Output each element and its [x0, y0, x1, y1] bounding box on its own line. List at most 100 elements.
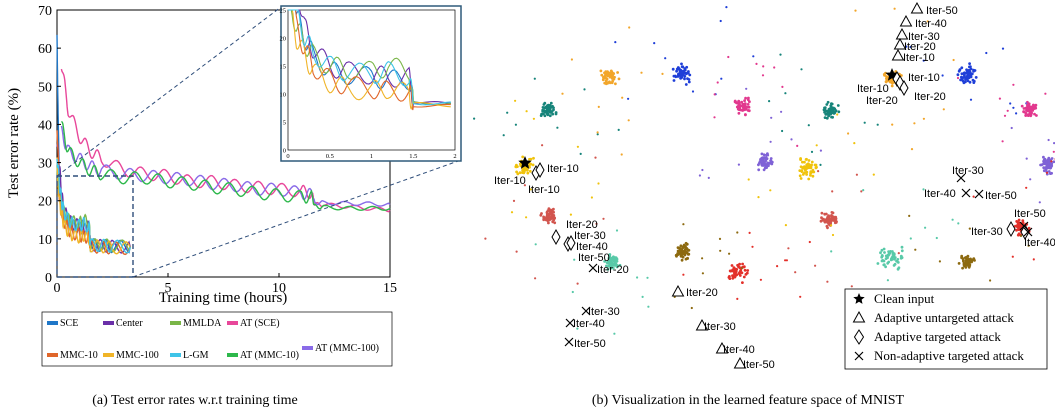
feature-point-scatter: [872, 173, 875, 176]
feature-point: [896, 258, 900, 261]
feature-point-scatter: [1047, 138, 1050, 142]
feature-point-scatter: [847, 132, 850, 135]
feature-point-scatter: [713, 93, 716, 96]
feature-point-scatter: [590, 196, 594, 199]
adaptive-untargeted-marker: [910, 1, 924, 14]
iter-label: Iter-30: [908, 31, 940, 43]
feature-point: [757, 168, 761, 172]
feature-point: [897, 266, 901, 270]
feature-point-scatter: [860, 190, 863, 193]
feature-point-scatter: [640, 71, 643, 74]
feature-point: [962, 75, 966, 79]
iter-label: Iter-20: [566, 219, 598, 231]
feature-point: [769, 157, 773, 160]
feature-point-scatter: [922, 117, 926, 120]
panel-a: 0 10 20 30 40 50 60 70 0 5 10 15 0 5 10 15 20 25 0 0.5 1 1.…: [6, 4, 462, 408]
feature-point-scatter: [628, 26, 631, 29]
feature-point-scatter: [701, 168, 704, 172]
feature-point-scatter: [613, 332, 616, 335]
feature-point: [798, 174, 802, 178]
legend-label: SCE: [60, 318, 78, 329]
feature-point: [811, 174, 815, 178]
feature-point-scatter: [725, 6, 728, 9]
iter-label: Iter-40: [915, 18, 947, 30]
feature-point: [1029, 111, 1033, 115]
feature-point: [1027, 226, 1031, 230]
feature-point-scatter: [1011, 255, 1014, 258]
feature-point-scatter: [1003, 114, 1007, 117]
iter-label: Iter-40: [576, 241, 608, 253]
feature-point: [549, 101, 553, 105]
feature-point-scatter: [664, 57, 667, 60]
adaptive-targeted-marker: [899, 79, 909, 97]
feature-point: [678, 69, 682, 72]
feature-point: [687, 70, 690, 73]
feature-point-scatter: [1006, 109, 1009, 112]
feature-point-scatter: [810, 150, 814, 153]
feature-point: [682, 243, 686, 247]
series-line-l-gm: [56, 158, 131, 254]
iter-label: Iter-30: [574, 230, 606, 242]
feature-point-scatter: [779, 53, 782, 56]
feature-point: [600, 73, 604, 77]
feature-point-scatter: [914, 248, 917, 251]
feature-point: [804, 158, 808, 161]
feature-point: [746, 269, 750, 272]
feature-point: [884, 80, 888, 83]
feature-point: [522, 168, 525, 172]
feature-point: [605, 79, 608, 83]
feature-point: [807, 159, 811, 162]
caption-a: (a) Test error rates w.r.t training time: [92, 393, 297, 408]
feature-point: [960, 72, 964, 76]
feature-point: [616, 71, 619, 74]
feature-point: [730, 264, 734, 267]
feature-point-scatter: [773, 66, 776, 69]
feature-point: [1029, 108, 1033, 111]
feature-point: [1048, 164, 1052, 168]
feature-point: [1043, 157, 1047, 161]
inset-y-tick-label: 25: [280, 8, 287, 15]
feature-point: [799, 158, 802, 162]
feature-point: [968, 264, 972, 268]
feature-point-scatter: [819, 163, 822, 166]
feature-point: [1015, 228, 1018, 232]
feature-point: [612, 255, 615, 259]
feature-point: [820, 211, 824, 215]
feature-point: [957, 69, 961, 73]
feature-point-scatter: [972, 195, 975, 198]
feature-point-scatter: [1044, 92, 1047, 95]
feature-point: [967, 75, 971, 79]
legend-b: Clean input Adaptive untargeted attack Ada…: [844, 288, 1048, 370]
feature-point: [681, 65, 685, 69]
feature-point: [1032, 104, 1035, 108]
feature-point: [890, 78, 894, 82]
feature-point-scatter: [1012, 83, 1015, 86]
legend-triangle-icon: [852, 310, 866, 323]
feature-point-scatter: [596, 133, 599, 136]
feature-point: [961, 266, 964, 270]
feature-point: [896, 261, 900, 264]
inset-y-tick-label: 5: [283, 120, 286, 127]
feature-point-scatter: [935, 236, 938, 240]
feature-point: [675, 254, 678, 258]
iter-label: Iter-50: [578, 252, 610, 264]
feature-point-scatter: [757, 196, 760, 199]
feature-point-scatter: [736, 231, 739, 234]
feature-point: [551, 112, 555, 116]
feature-point: [1040, 163, 1044, 167]
feature-point-scatter: [682, 273, 685, 276]
feature-point: [799, 177, 803, 180]
feature-point-scatter: [718, 237, 722, 240]
feature-point-scatter: [938, 260, 942, 263]
feature-point-scatter: [583, 88, 586, 91]
x-tick-label: 5: [165, 281, 172, 296]
feature-point-scatter: [941, 74, 944, 77]
feature-point: [823, 116, 827, 119]
feature-point: [550, 110, 554, 113]
feature-point: [615, 259, 619, 263]
adaptive-untargeted-marker: [899, 14, 913, 27]
feature-point-scatter: [769, 189, 772, 192]
feature-point: [760, 152, 764, 156]
feature-point: [532, 156, 535, 160]
feature-point: [809, 170, 813, 174]
